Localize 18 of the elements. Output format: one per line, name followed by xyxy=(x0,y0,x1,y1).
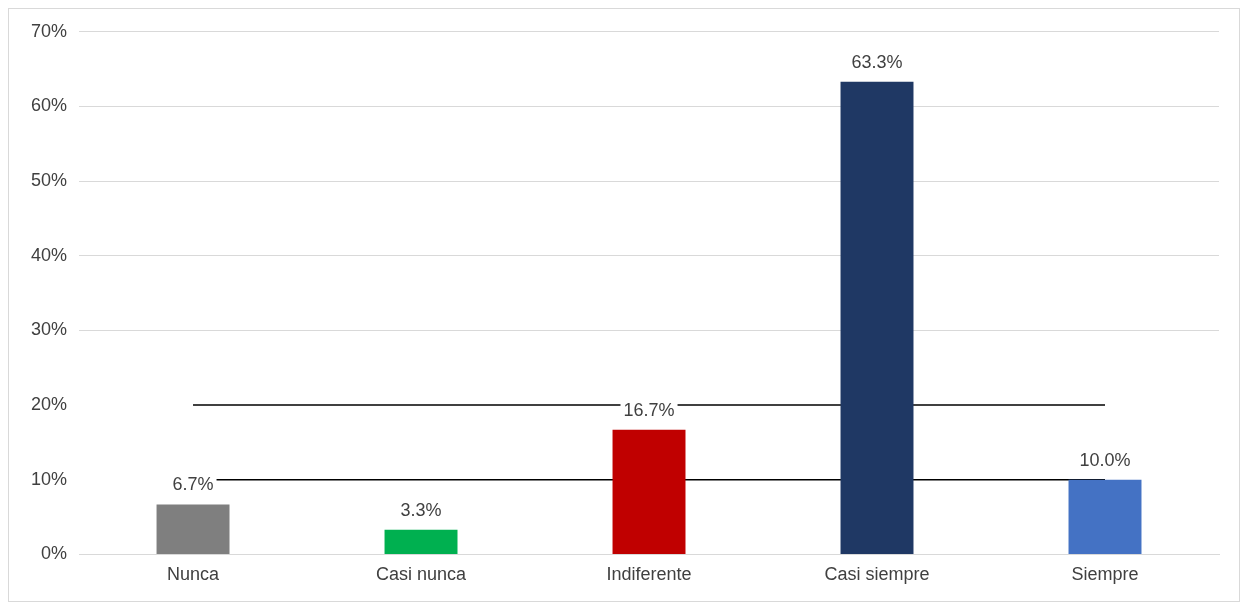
y-tick-label: 10% xyxy=(31,468,68,489)
y-tick-label: 50% xyxy=(31,170,68,191)
y-tick-label: 0% xyxy=(41,543,68,564)
data-label: 3.3% xyxy=(400,499,442,520)
y-tick-label: 60% xyxy=(31,95,68,116)
data-label: 6.7% xyxy=(172,474,214,495)
data-label: 63.3% xyxy=(851,51,903,72)
x-tick-label: Casi nunca xyxy=(375,564,468,585)
x-tick-label: Siempre xyxy=(1071,564,1139,585)
x-tick-label: Indiferente xyxy=(606,564,692,585)
x-tick-label: Nunca xyxy=(167,564,221,585)
y-tick-label: 70% xyxy=(31,20,68,41)
x-tick-label: Casi siempre xyxy=(824,564,930,585)
y-tick-label: 40% xyxy=(31,244,68,265)
data-label: 16.7% xyxy=(623,399,675,420)
data-label: 10.0% xyxy=(1079,449,1131,470)
y-tick-label: 30% xyxy=(31,319,68,340)
y-tick-label: 20% xyxy=(31,394,68,415)
